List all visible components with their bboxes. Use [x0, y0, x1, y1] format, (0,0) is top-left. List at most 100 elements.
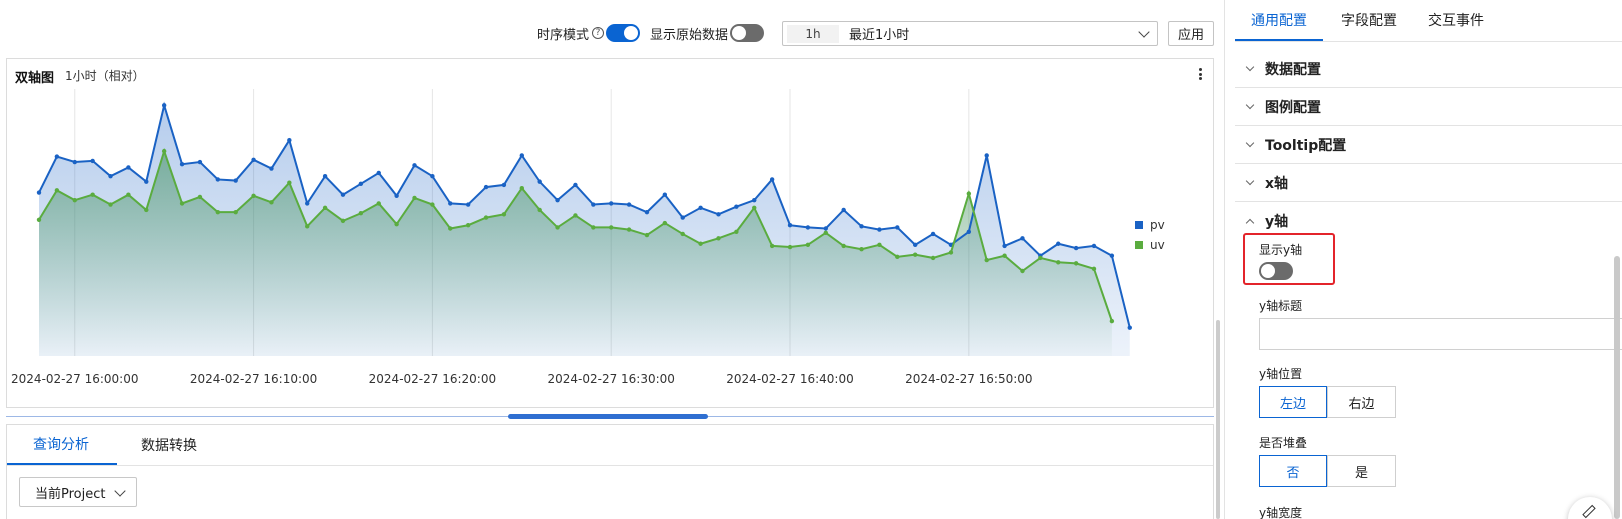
- data-point[interactable]: [394, 193, 399, 198]
- splitter-handle[interactable]: [508, 414, 708, 419]
- data-point[interactable]: [126, 165, 131, 170]
- data-point[interactable]: [430, 202, 435, 207]
- data-point[interactable]: [90, 158, 95, 164]
- data-point[interactable]: [787, 244, 793, 250]
- data-point[interactable]: [108, 173, 113, 179]
- y-position-left-button[interactable]: 左边: [1259, 386, 1327, 418]
- data-point[interactable]: [859, 247, 864, 252]
- data-point[interactable]: [179, 161, 185, 167]
- data-point[interactable]: [859, 224, 864, 229]
- data-point[interactable]: [716, 212, 721, 217]
- data-point[interactable]: [1020, 268, 1025, 274]
- data-point[interactable]: [90, 192, 95, 197]
- data-point[interactable]: [358, 211, 364, 216]
- data-point[interactable]: [376, 170, 381, 176]
- data-point[interactable]: [519, 153, 524, 158]
- more-vertical-icon[interactable]: [1197, 66, 1203, 82]
- data-point[interactable]: [555, 197, 560, 203]
- tab-field-config[interactable]: 字段配置: [1341, 13, 1397, 29]
- data-point[interactable]: [340, 192, 346, 197]
- data-point[interactable]: [179, 201, 185, 206]
- data-point[interactable]: [430, 173, 435, 179]
- data-point[interactable]: [823, 226, 828, 231]
- data-point[interactable]: [1002, 253, 1007, 258]
- data-point[interactable]: [1002, 243, 1007, 249]
- data-point[interactable]: [448, 201, 453, 206]
- section-legend-config[interactable]: 图例配置: [1235, 88, 1622, 126]
- data-point[interactable]: [72, 197, 77, 203]
- data-point[interactable]: [591, 202, 596, 207]
- data-point[interactable]: [197, 194, 203, 200]
- section-y-axis[interactable]: y轴: [1235, 202, 1622, 240]
- data-point[interactable]: [251, 157, 256, 163]
- data-point[interactable]: [984, 257, 989, 263]
- edit-button[interactable]: [1568, 497, 1612, 519]
- data-point[interactable]: [412, 163, 417, 168]
- apply-button[interactable]: 应用: [1168, 21, 1214, 46]
- stack-no-button[interactable]: 否: [1259, 455, 1327, 487]
- data-point[interactable]: [1020, 236, 1025, 241]
- data-point[interactable]: [644, 232, 650, 238]
- data-point[interactable]: [1056, 260, 1061, 265]
- data-point[interactable]: [555, 225, 560, 230]
- data-point[interactable]: [465, 202, 471, 207]
- data-point[interactable]: [1073, 261, 1079, 266]
- data-point[interactable]: [483, 215, 489, 220]
- data-point[interactable]: [215, 209, 221, 215]
- data-point[interactable]: [72, 159, 77, 165]
- data-point[interactable]: [948, 250, 954, 255]
- data-point[interactable]: [734, 229, 739, 234]
- tab-interaction-events[interactable]: 交互事件: [1428, 13, 1484, 29]
- data-point[interactable]: [54, 188, 60, 193]
- data-point[interactable]: [895, 225, 900, 230]
- data-point[interactable]: [233, 209, 238, 215]
- data-point[interactable]: [626, 202, 632, 207]
- data-point[interactable]: [823, 230, 828, 236]
- data-point[interactable]: [877, 227, 882, 232]
- data-point[interactable]: [305, 224, 310, 229]
- data-point[interactable]: [626, 227, 632, 232]
- data-point[interactable]: [609, 201, 614, 206]
- data-point[interactable]: [1056, 241, 1061, 246]
- project-select[interactable]: 当前Project: [19, 477, 137, 507]
- data-point[interactable]: [287, 138, 292, 143]
- legend-label-uv[interactable]: uv: [1150, 238, 1165, 252]
- main-scrollbar[interactable]: [1216, 320, 1220, 519]
- data-point[interactable]: [322, 173, 328, 179]
- data-point[interactable]: [197, 159, 203, 165]
- data-point[interactable]: [609, 225, 614, 230]
- data-point[interactable]: [769, 243, 775, 249]
- data-point[interactable]: [573, 213, 578, 218]
- data-point[interactable]: [322, 205, 328, 210]
- data-point[interactable]: [1091, 243, 1097, 249]
- data-point[interactable]: [108, 202, 113, 207]
- data-point[interactable]: [644, 209, 650, 215]
- section-data-config[interactable]: 数据配置: [1235, 50, 1622, 88]
- data-point[interactable]: [752, 197, 757, 203]
- show-raw-data-toggle[interactable]: [730, 24, 764, 42]
- data-point[interactable]: [1091, 266, 1097, 272]
- data-point[interactable]: [591, 225, 596, 230]
- data-point[interactable]: [805, 242, 811, 248]
- data-point[interactable]: [36, 190, 42, 195]
- data-point[interactable]: [376, 201, 381, 206]
- data-point[interactable]: [161, 148, 167, 154]
- y-position-right-button[interactable]: 右边: [1327, 386, 1396, 418]
- data-point[interactable]: [215, 177, 221, 182]
- y-axis-title-input[interactable]: [1259, 318, 1622, 350]
- data-point[interactable]: [698, 241, 703, 246]
- data-point[interactable]: [662, 192, 668, 197]
- section-x-axis[interactable]: x轴: [1235, 164, 1622, 202]
- data-point[interactable]: [895, 254, 900, 260]
- data-point[interactable]: [36, 217, 42, 222]
- section-tooltip-config[interactable]: Tooltip配置: [1235, 126, 1622, 164]
- data-point[interactable]: [233, 178, 238, 183]
- legend-label-pv[interactable]: pv: [1150, 218, 1165, 232]
- data-point[interactable]: [930, 255, 936, 261]
- data-point[interactable]: [680, 231, 685, 237]
- data-point[interactable]: [752, 205, 757, 210]
- data-point[interactable]: [841, 207, 846, 213]
- data-point[interactable]: [126, 192, 131, 197]
- data-point[interactable]: [483, 184, 489, 190]
- data-point[interactable]: [448, 226, 453, 231]
